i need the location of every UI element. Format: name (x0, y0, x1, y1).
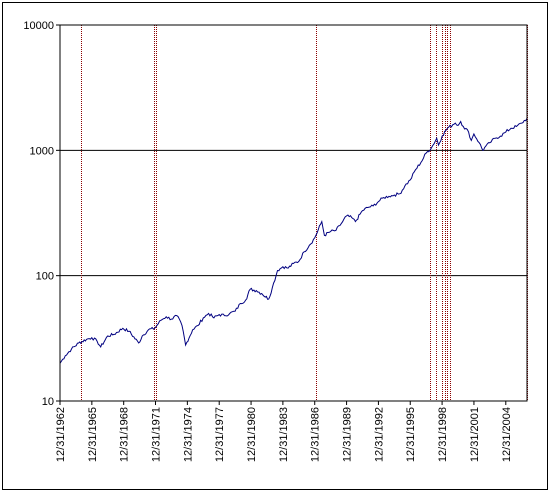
series-layer (59, 118, 528, 364)
chart-frame (2, 2, 548, 490)
x-tick-label-4: 12/31/1974 (182, 407, 194, 462)
x-tick-label-9: 12/31/1989 (342, 407, 354, 462)
x-tick-label-1: 12/31/1965 (87, 407, 99, 462)
x-tick-label-7: 12/31/1983 (278, 407, 290, 462)
x-tick-label-6: 12/31/1980 (246, 407, 258, 462)
event-lines (81, 25, 528, 401)
y-axis: 10 100 1000 10000 (23, 20, 60, 408)
x-tick-label-13: 12/31/2001 (469, 407, 481, 462)
series-line (59, 118, 528, 364)
y-tick-label-0: 10 (42, 396, 54, 408)
x-tick-label-14: 12/31/2004 (501, 407, 513, 462)
x-tick-label-12: 12/31/1998 (437, 407, 449, 462)
x-tick-label-5: 12/31/1977 (214, 407, 226, 462)
x-tick-label-3: 12/31/1971 (151, 407, 163, 462)
x-tick-label-10: 12/31/1992 (373, 407, 385, 462)
x-tick-label-2: 12/31/1968 (119, 407, 131, 462)
y-tick-label-3: 10000 (23, 20, 54, 32)
x-tick-label-0: 12/31/1962 (55, 407, 67, 462)
grid-lines (60, 24, 527, 402)
x-tick-label-11: 12/31/1995 (405, 407, 417, 462)
x-axis: 12/31/1962 12/31/1965 12/31/1968 12/31/1971… (55, 401, 513, 462)
y-tick-label-1: 100 (36, 271, 54, 283)
y-tick-label-2: 1000 (30, 145, 54, 157)
x-tick-label-8: 12/31/1986 (310, 407, 322, 462)
plot-area-border (59, 24, 528, 402)
